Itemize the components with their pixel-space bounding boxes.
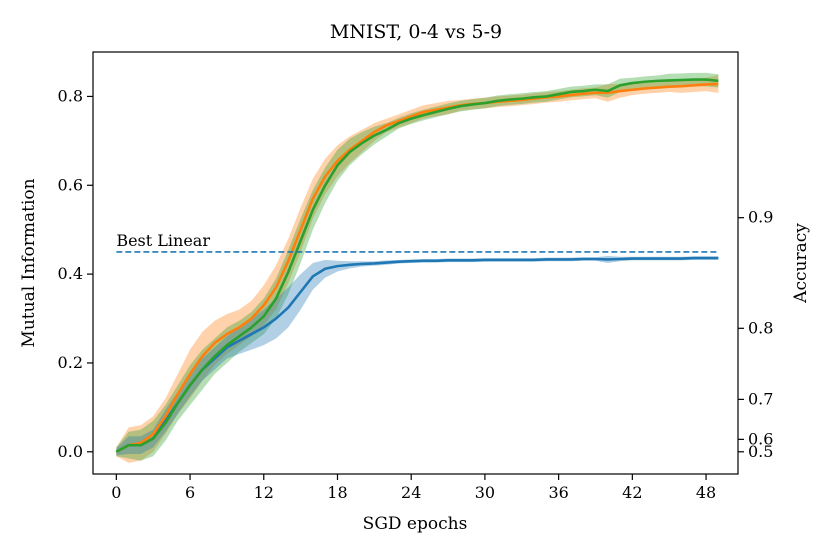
x-tick-label: 18 [327,483,347,502]
y-axis-title: Mutual Information [19,178,39,347]
y-tick-label: 0.0 [58,442,83,461]
right-tick-label: 0.9 [748,208,773,227]
y-tick-label: 0.4 [58,264,83,283]
band-green [116,72,719,461]
line-orange [115,82,719,453]
x-tick-label: 30 [475,483,495,502]
x-tick-label: 48 [696,483,716,502]
x-tick-label: 12 [254,483,274,502]
right-tick-label: 0.8 [748,318,773,337]
band-blue [116,255,719,456]
chart-title: MNIST, 0-4 vs 5-9 [330,21,502,43]
y-axis-ticks: 0.0 0.2 0.4 0.6 0.8 [58,86,93,461]
x-tick-label: 36 [548,483,568,502]
x-axis-title: SGD epochs [363,514,468,534]
right-tick-label: 0.6 [748,429,773,448]
y-tick-label: 0.8 [58,86,83,105]
y-tick-label: 0.6 [58,175,83,194]
y-tick-label: 0.2 [58,353,83,372]
right-axis-title: Accuracy [791,223,811,304]
plot-frame [92,51,739,475]
x-axis-ticks: 0 6 12 18 24 30 36 42 48 [111,474,716,502]
band-orange [116,75,719,463]
reference-line-label: Best Linear [116,231,210,250]
right-tick-label: 0.7 [748,389,773,408]
right-axis-ticks: 0.50.6 0.7 0.8 0.9 [738,208,773,461]
series-lines [115,78,719,453]
line-green [115,78,719,453]
confidence-bands [116,72,719,463]
right-tick-label: 0.5 [748,442,773,461]
x-tick-label: 42 [622,483,642,502]
x-tick-label: 0 [111,483,121,502]
x-tick-label: 6 [185,483,195,502]
line-blue [115,256,719,453]
reference-line-group: Best Linear [116,231,719,253]
x-tick-label: 24 [401,483,421,502]
